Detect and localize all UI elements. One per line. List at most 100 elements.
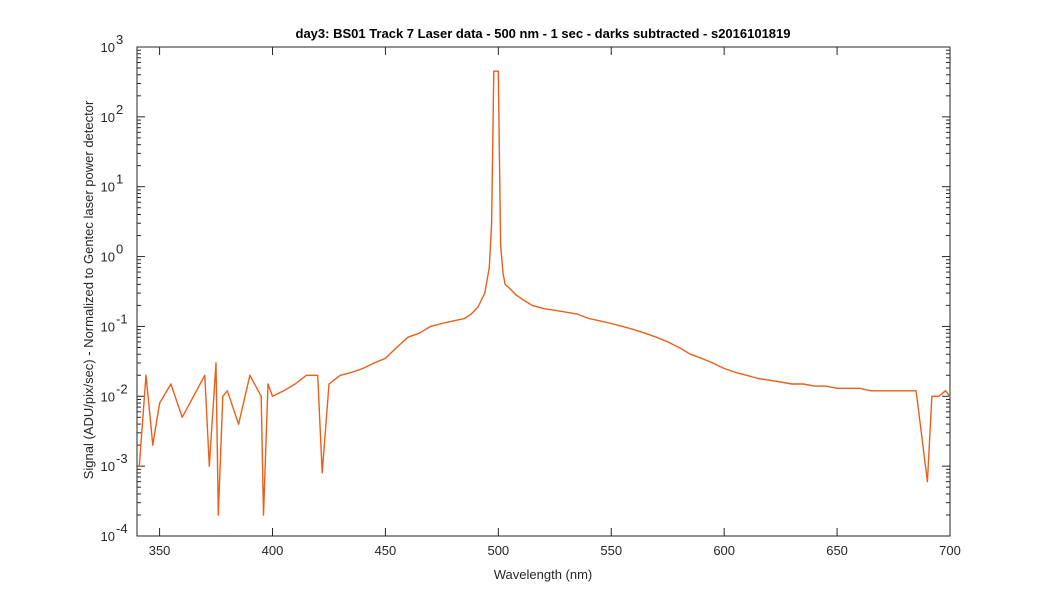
- data-point: [944, 390, 947, 392]
- y-tick-label: 10: [101, 529, 115, 544]
- data-point: [441, 322, 443, 325]
- x-tick-label: 550: [600, 543, 622, 558]
- data-point: [768, 379, 770, 381]
- chart-title: day3: BS01 Track 7 Laser data - 500 nm -…: [296, 26, 791, 41]
- data-point: [463, 317, 466, 320]
- x-tick-label: 450: [375, 543, 397, 558]
- data-point: [576, 313, 579, 315]
- data-point: [509, 287, 511, 289]
- data-point: [746, 374, 748, 376]
- y-tick-exponent: 3: [116, 32, 123, 47]
- data-point: [870, 390, 872, 392]
- data-point: [267, 383, 269, 385]
- y-tick-label: 10: [101, 319, 115, 334]
- data-point: [757, 377, 759, 380]
- data-point: [362, 367, 364, 370]
- data-point: [418, 332, 420, 334]
- data-point: [949, 395, 951, 397]
- data-point: [159, 402, 161, 404]
- data-point: [396, 346, 398, 349]
- data-point: [294, 383, 296, 385]
- data-point: [217, 514, 219, 516]
- data-point: [249, 374, 251, 376]
- y-tick-exponent: -2: [116, 381, 128, 396]
- data-point: [734, 371, 737, 373]
- data-point: [836, 387, 838, 389]
- y-tick-exponent: -1: [116, 311, 128, 326]
- data-point: [283, 390, 285, 392]
- y-tick-label: 10: [101, 389, 115, 404]
- ticks-layer: 350 400 450 500 550 600 650 70010-410-310-210-1…: [101, 32, 961, 558]
- data-point: [204, 374, 206, 376]
- data-point: [588, 317, 590, 320]
- data-point: [633, 329, 635, 331]
- data-point: [226, 390, 228, 392]
- y-axis-label: Signal (ADU/pix/sec) - Normalized to Gen…: [81, 100, 96, 479]
- data-point: [170, 383, 172, 385]
- x-tick-label: 600: [713, 543, 735, 558]
- y-tick-label: 10: [101, 459, 115, 474]
- data-point: [350, 371, 353, 373]
- data-point: [138, 465, 140, 467]
- data-point: [926, 481, 929, 483]
- data-point: [791, 383, 793, 385]
- x-tick-label: 350: [149, 543, 171, 558]
- data-point: [222, 395, 224, 397]
- data-point: [262, 514, 265, 516]
- data-point: [813, 385, 816, 387]
- data-point: [208, 465, 210, 467]
- data-point: [881, 390, 883, 392]
- data-point: [655, 336, 658, 338]
- data-point: [145, 374, 147, 376]
- data-point: [305, 374, 307, 376]
- data-point: [689, 353, 691, 355]
- data-point: [644, 332, 646, 334]
- data-point: [915, 390, 917, 392]
- data-point: [678, 346, 680, 349]
- data-point: [452, 320, 454, 322]
- data-point: [504, 283, 506, 285]
- data-point: [373, 362, 375, 364]
- data-point: [488, 266, 490, 268]
- y-tick-exponent: -3: [116, 451, 128, 466]
- data-point: [321, 472, 323, 474]
- data-point: [554, 309, 556, 311]
- data-point: [938, 395, 940, 397]
- y-tick-exponent: 2: [116, 102, 123, 117]
- data-point: [847, 387, 850, 389]
- plot-area: 350 400 450 500 550 600 650 70010-410-310-210-1…: [101, 32, 961, 558]
- y-tick-label: 10: [101, 180, 115, 195]
- data-point: [825, 385, 827, 387]
- data-point: [238, 423, 240, 425]
- data-point: [317, 374, 319, 376]
- data-point: [477, 306, 479, 308]
- data-point: [407, 336, 409, 338]
- data-point: [181, 416, 183, 418]
- data-point: [260, 395, 262, 397]
- data-point: [565, 311, 567, 313]
- data-point: [515, 294, 518, 296]
- data-point: [610, 322, 612, 325]
- data-point: [802, 383, 804, 385]
- x-axis-label: Wavelength (nm): [494, 567, 593, 582]
- data-point: [780, 381, 782, 383]
- axes-box: [136, 46, 951, 537]
- data-point: [859, 387, 861, 389]
- data-point: [495, 70, 497, 72]
- data-point: [470, 313, 472, 315]
- data-point: [500, 243, 502, 245]
- data-point: [904, 390, 906, 392]
- data-point: [497, 70, 499, 72]
- y-tick-exponent: -4: [116, 521, 128, 536]
- data-point: [484, 292, 486, 294]
- x-tick-label: 650: [826, 543, 848, 558]
- data-point: [542, 308, 545, 310]
- x-tick-label: 400: [262, 543, 284, 558]
- data-point: [712, 362, 714, 364]
- data-point: [931, 395, 933, 397]
- y-tick-exponent: 0: [116, 242, 123, 257]
- x-tick-label: 500: [487, 543, 509, 558]
- data-point: [599, 320, 601, 322]
- data-point: [491, 222, 493, 224]
